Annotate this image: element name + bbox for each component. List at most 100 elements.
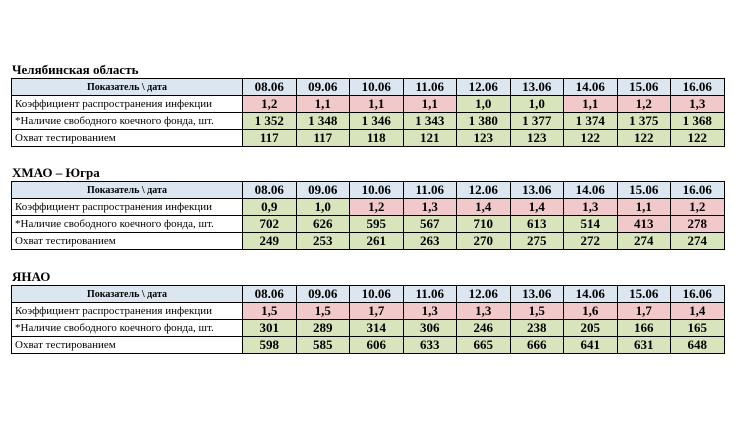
value-cell: 261 xyxy=(349,232,404,250)
date-header-cell: 14.06 xyxy=(563,78,618,96)
value-cell: 1 343 xyxy=(402,112,457,130)
value-cell: 1,4 xyxy=(456,198,511,216)
value-cell: 253 xyxy=(295,232,350,250)
value-cell: 1,0 xyxy=(509,95,564,113)
value-cell: 272 xyxy=(563,232,618,250)
region-title-khmao: ХМАО – Югра xyxy=(12,165,100,180)
header-label: Показатель \ дата xyxy=(11,78,243,96)
value-cell: 1,2 xyxy=(670,198,725,216)
value-cell: 263 xyxy=(402,232,457,250)
value-cell: 1,1 xyxy=(295,95,350,113)
date-header-cell: 10.06 xyxy=(349,285,404,303)
date-header-cell: 16.06 xyxy=(670,78,725,96)
value-cell: 567 xyxy=(402,215,457,233)
value-cell: 0,9 xyxy=(242,198,297,216)
value-cell: 1,5 xyxy=(242,302,297,320)
value-cell: 1,7 xyxy=(349,302,404,320)
row-label: Охват тестированием xyxy=(11,232,243,250)
value-cell: 274 xyxy=(670,232,725,250)
header-label: Показатель \ дата xyxy=(11,285,243,303)
value-cell: 1,5 xyxy=(295,302,350,320)
date-header-cell: 08.06 xyxy=(242,181,297,199)
testing-coverage-row: Охват тестированием 117 117 118 121 123 123 122… xyxy=(11,129,725,147)
value-cell: 274 xyxy=(616,232,671,250)
value-cell: 1,3 xyxy=(402,198,457,216)
date-header-cell: 09.06 xyxy=(295,181,350,199)
value-cell: 122 xyxy=(616,129,671,147)
date-header-cell: 09.06 xyxy=(295,285,350,303)
value-cell: 270 xyxy=(456,232,511,250)
value-cell: 1,3 xyxy=(456,302,511,320)
value-cell: 1,0 xyxy=(295,198,350,216)
value-cell: 1 348 xyxy=(295,112,350,130)
value-cell: 1 375 xyxy=(616,112,671,130)
value-cell: 249 xyxy=(242,232,297,250)
free-beds-row: *Наличие свободного коечного фонда, шт. 1… xyxy=(11,112,725,130)
date-header-cell: 10.06 xyxy=(349,78,404,96)
value-cell: 1,6 xyxy=(563,302,618,320)
region-title-yanao: ЯНАО xyxy=(12,269,51,284)
date-header-cell: 13.06 xyxy=(509,181,564,199)
value-cell: 665 xyxy=(456,336,511,354)
value-cell: 1,0 xyxy=(456,95,511,113)
value-cell: 648 xyxy=(670,336,725,354)
value-cell: 626 xyxy=(295,215,350,233)
value-cell: 1,2 xyxy=(349,198,404,216)
free-beds-row: *Наличие свободного коечного фонда, шт. 3… xyxy=(11,319,725,337)
value-cell: 1 380 xyxy=(456,112,511,130)
value-cell: 1,3 xyxy=(402,302,457,320)
date-header-cell: 12.06 xyxy=(456,285,511,303)
date-header-cell: 14.06 xyxy=(563,285,618,303)
date-header-cell: 11.06 xyxy=(402,285,457,303)
value-cell: 1,5 xyxy=(509,302,564,320)
value-cell: 246 xyxy=(456,319,511,337)
value-cell: 1 374 xyxy=(563,112,618,130)
row-label: *Наличие свободного коечного фонда, шт. xyxy=(11,319,243,337)
row-label: Охват тестированием xyxy=(11,129,243,147)
value-cell: 301 xyxy=(242,319,297,337)
header-row: Показатель \ дата 08.06 09.06 10.06 11.06 12.… xyxy=(11,181,725,199)
value-cell: 595 xyxy=(349,215,404,233)
header-row: Показатель \ дата 08.06 09.06 10.06 11.06 12.… xyxy=(11,78,725,96)
value-cell: 613 xyxy=(509,215,564,233)
row-label: *Наличие свободного коечного фонда, шт. xyxy=(11,112,243,130)
value-cell: 1,1 xyxy=(349,95,404,113)
value-cell: 165 xyxy=(670,319,725,337)
value-cell: 1,2 xyxy=(242,95,297,113)
value-cell: 413 xyxy=(616,215,671,233)
value-cell: 1,2 xyxy=(616,95,671,113)
date-header-cell: 09.06 xyxy=(295,78,350,96)
value-cell: 702 xyxy=(242,215,297,233)
value-cell: 314 xyxy=(349,319,404,337)
value-cell: 122 xyxy=(670,129,725,147)
value-cell: 1 346 xyxy=(349,112,404,130)
row-label: Коэффициент распространения инфекции xyxy=(11,302,243,320)
testing-coverage-row: Охват тестированием 249 253 261 263 270 275 272… xyxy=(11,232,725,250)
value-cell: 1 377 xyxy=(509,112,564,130)
value-cell: 117 xyxy=(295,129,350,147)
date-header-cell: 13.06 xyxy=(509,285,564,303)
row-label: Охват тестированием xyxy=(11,336,243,354)
testing-coverage-row: Охват тестированием 598 585 606 633 665 666 641… xyxy=(11,336,725,354)
date-header-cell: 11.06 xyxy=(402,78,457,96)
value-cell: 122 xyxy=(563,129,618,147)
value-cell: 1,7 xyxy=(616,302,671,320)
infection-rate-row: Коэффициент распространения инфекции 1,5 1… xyxy=(11,302,725,320)
date-header-cell: 08.06 xyxy=(242,78,297,96)
date-header-cell: 14.06 xyxy=(563,181,618,199)
value-cell: 1,1 xyxy=(402,95,457,113)
value-cell: 641 xyxy=(563,336,618,354)
value-cell: 631 xyxy=(616,336,671,354)
value-cell: 123 xyxy=(456,129,511,147)
value-cell: 1,1 xyxy=(563,95,618,113)
date-header-cell: 16.06 xyxy=(670,285,725,303)
row-label: *Наличие свободного коечного фонда, шт. xyxy=(11,215,243,233)
date-header-cell: 08.06 xyxy=(242,285,297,303)
date-header-cell: 12.06 xyxy=(456,181,511,199)
value-cell: 666 xyxy=(509,336,564,354)
value-cell: 278 xyxy=(670,215,725,233)
value-cell: 633 xyxy=(402,336,457,354)
infection-rate-row: Коэффициент распространения инфекции 0,9 1… xyxy=(11,198,725,216)
value-cell: 117 xyxy=(242,129,297,147)
date-header-cell: 12.06 xyxy=(456,78,511,96)
